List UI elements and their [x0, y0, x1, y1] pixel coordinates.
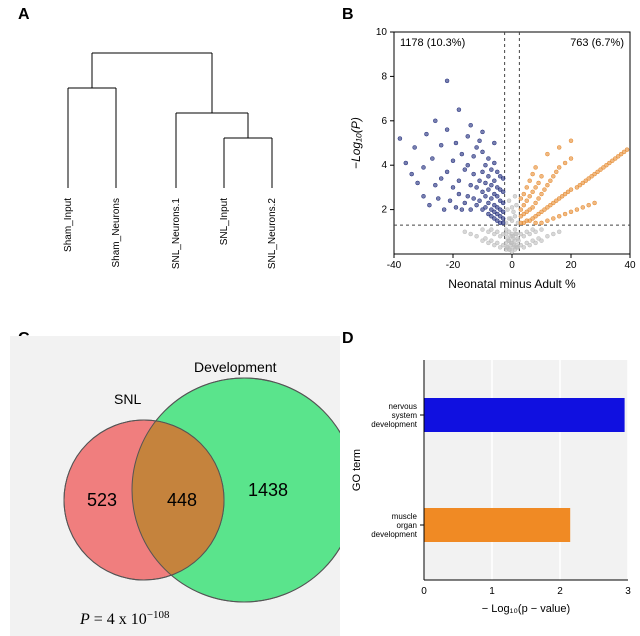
figure-root: A B C D Sham_InputSham_NeuronsSNL_Neuron… [0, 0, 640, 634]
svg-text:Sham_Input: Sham_Input [63, 198, 74, 252]
svg-text:SNL_Neurons.2: SNL_Neurons.2 [267, 198, 278, 270]
svg-text:763 (6.7%): 763 (6.7%) [570, 37, 624, 49]
svg-text:SNL_Neurons.1: SNL_Neurons.1 [171, 198, 182, 270]
svg-text:3: 3 [625, 586, 631, 597]
svg-text:muscle: muscle [392, 512, 418, 521]
svg-text:10: 10 [376, 27, 388, 38]
svg-text:6: 6 [381, 116, 387, 127]
svg-text:0: 0 [421, 586, 427, 597]
svg-text:2: 2 [557, 586, 563, 597]
svg-text:20: 20 [565, 260, 577, 271]
svg-text:2: 2 [381, 205, 387, 216]
svg-text:Development: Development [194, 359, 277, 375]
dendrogram: Sham_Input Sham_Neurons SNL_Neurons.1 SNL_I… [24, 18, 324, 308]
svg-text:− Log₁₀(p − value): − Log₁₀(p − value) [482, 603, 570, 615]
svg-text:1178 (10.3%): 1178 (10.3%) [400, 37, 465, 49]
volcano-plot: -40 -20 0 20 40 2 4 6 8 10 1178 (10.3%) 763 (6.7%) N… [340, 14, 640, 314]
svg-text:SNL: SNL [114, 391, 141, 407]
svg-text:SNL_Input: SNL_Input [219, 198, 230, 245]
svg-text:523: 523 [87, 490, 117, 510]
svg-text:nervous: nervous [389, 402, 417, 411]
svg-text:4: 4 [381, 160, 387, 171]
svg-text:system: system [392, 411, 418, 420]
svg-text:448: 448 [167, 490, 197, 510]
svg-text:Sham_Neurons: Sham_Neurons [111, 198, 122, 267]
svg-text:-20: -20 [446, 260, 461, 271]
svg-text:1438: 1438 [248, 480, 288, 500]
svg-text:40: 40 [624, 260, 636, 271]
svg-text:development: development [371, 420, 418, 429]
svg-text:-40: -40 [387, 260, 402, 271]
svg-text:organ: organ [397, 521, 417, 530]
svg-text:8: 8 [381, 71, 387, 82]
venn-diagram: SNLDevelopment5234481438P = 4 x 10−108 [10, 336, 340, 636]
svg-text:development: development [371, 530, 418, 539]
svg-text:0: 0 [509, 260, 515, 271]
svg-text:Neonatal minus Adult %: Neonatal minus Adult % [448, 277, 576, 291]
go-bar-chart: 0123nervoussystemdevelopmentmuscleorgand… [340, 340, 640, 630]
svg-text:−Log₁₀(P): −Log₁₀(P) [349, 117, 363, 169]
svg-text:GO term: GO term [351, 449, 363, 491]
svg-text:1: 1 [489, 586, 495, 597]
